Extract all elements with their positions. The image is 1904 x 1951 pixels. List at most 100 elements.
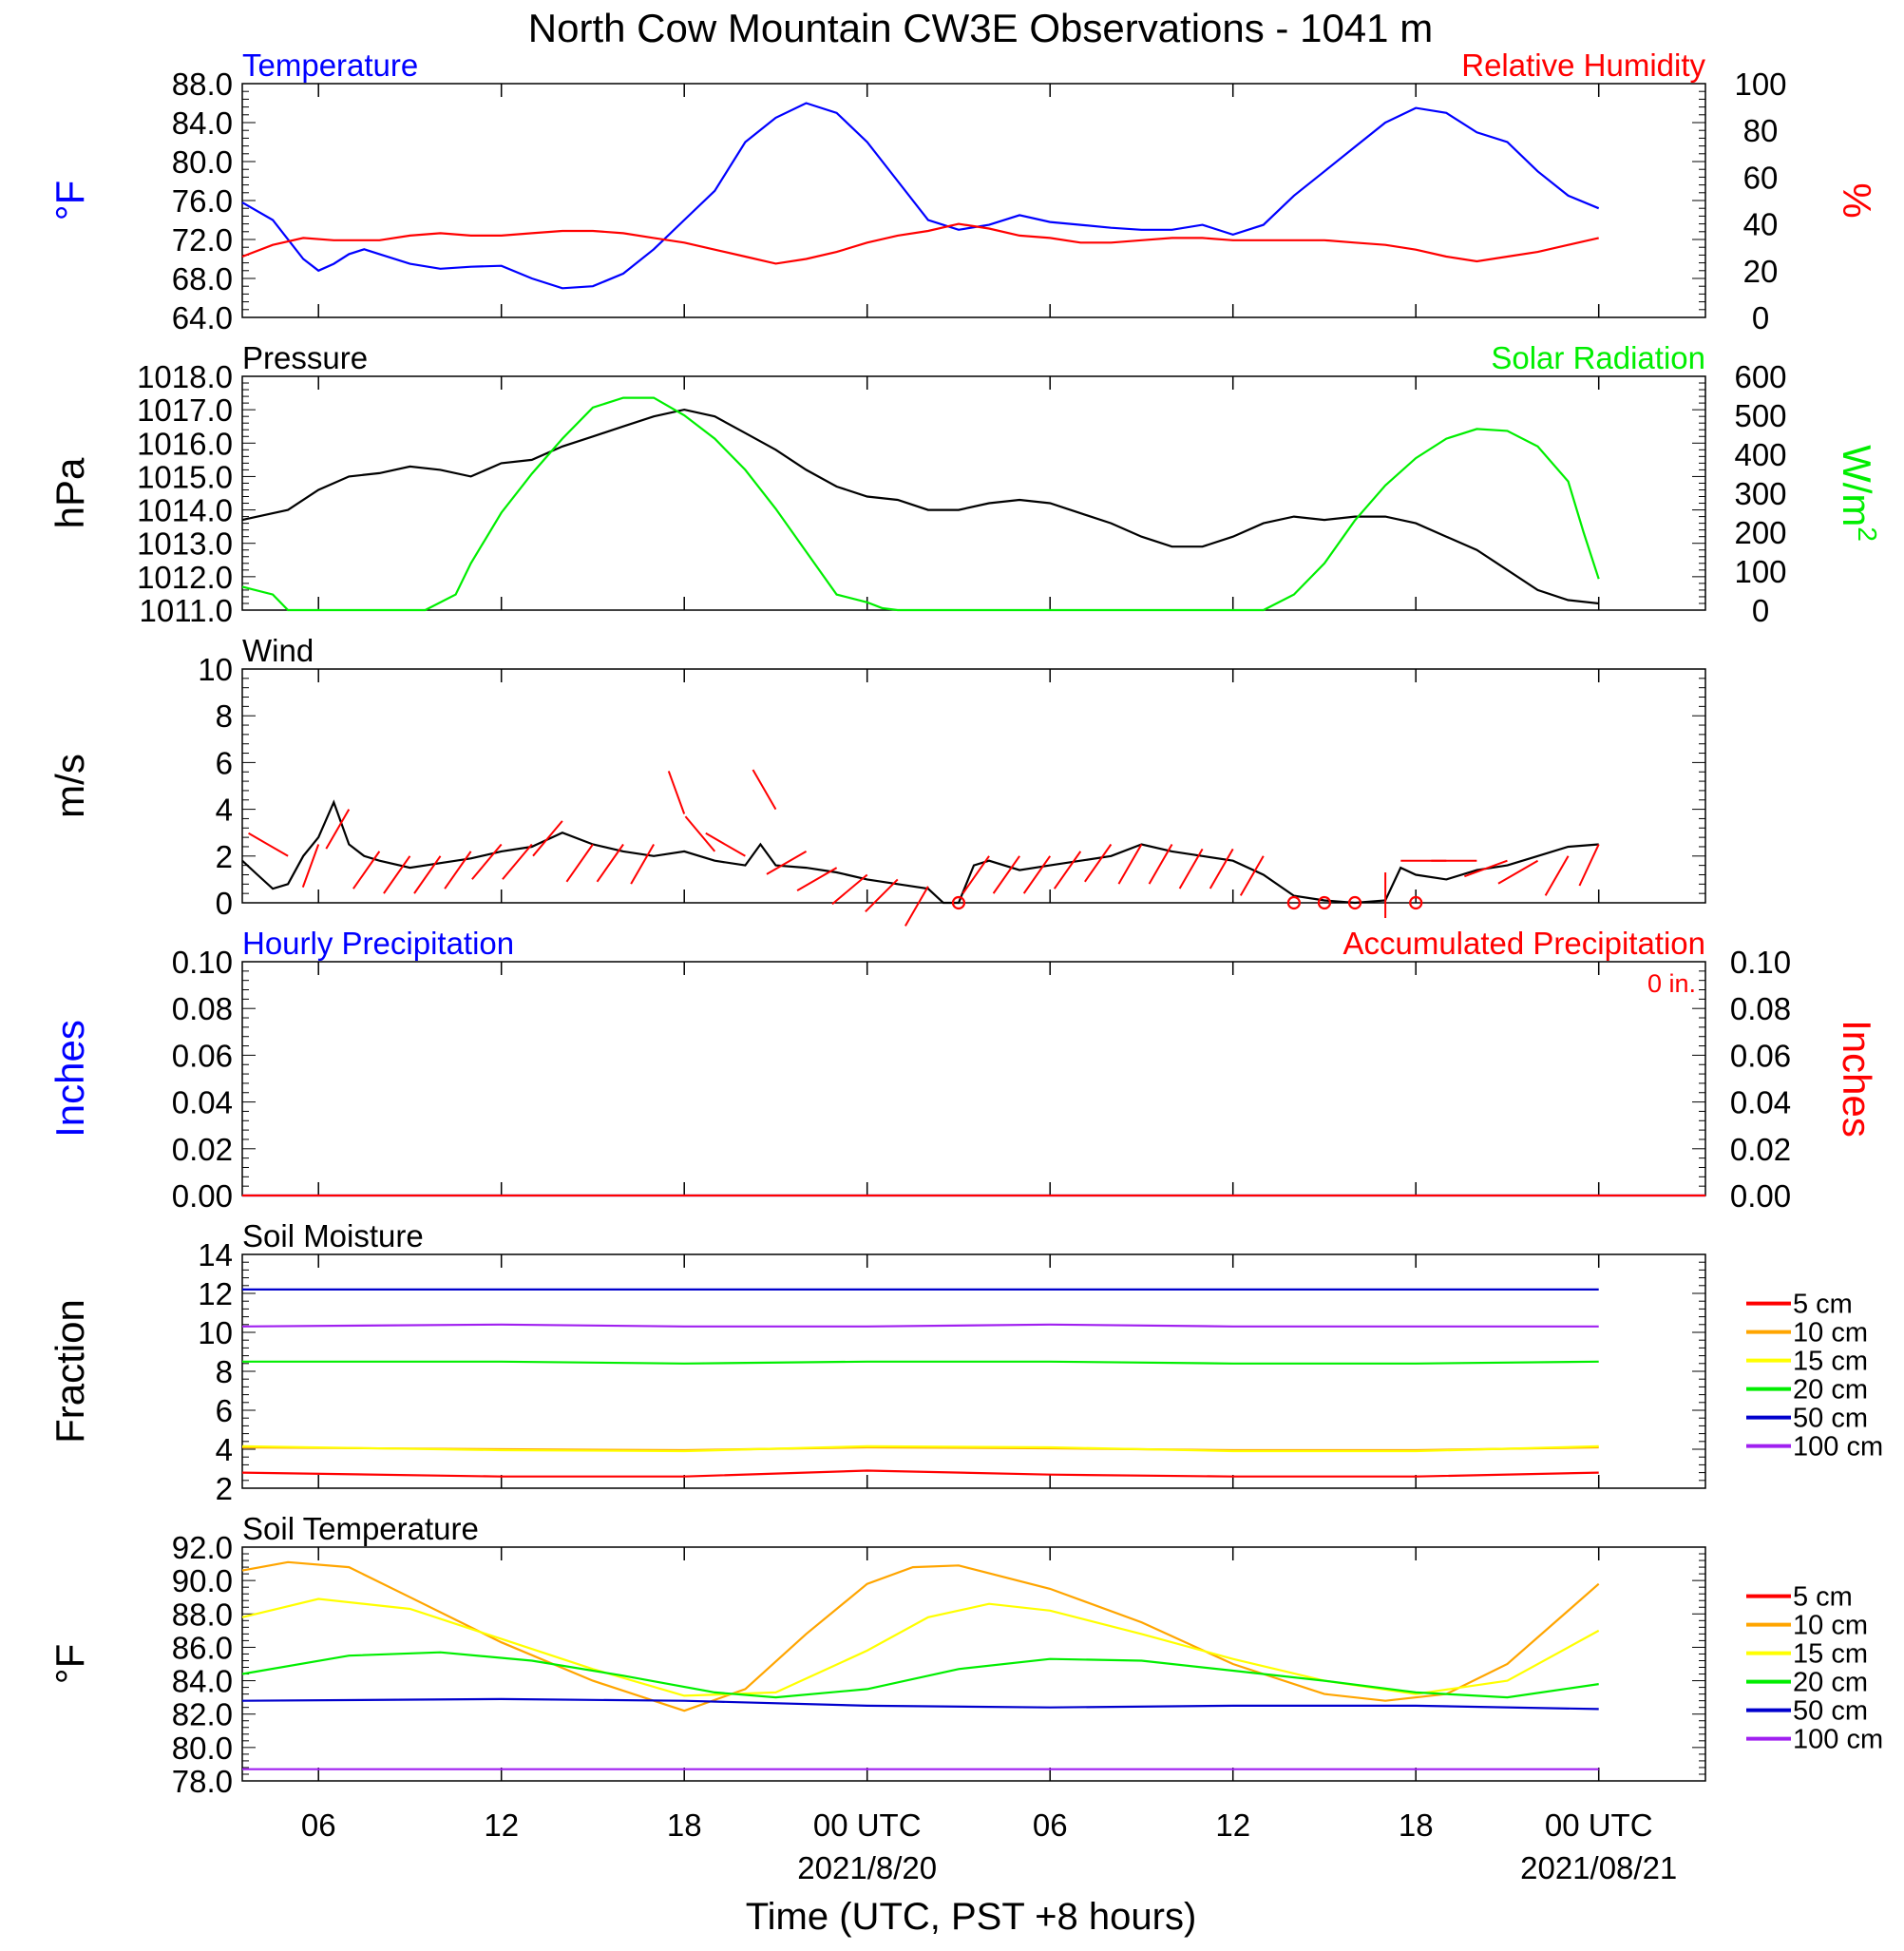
wind-barb xyxy=(1464,859,1508,878)
wind-barb xyxy=(865,878,899,913)
x-tick-label: 12 xyxy=(1215,1808,1250,1843)
y-tick-label-right: 40 xyxy=(1743,207,1779,242)
y-tick-label-left: 92.0 xyxy=(172,1530,233,1565)
y-tick-label-right: 80 xyxy=(1743,113,1779,148)
y-tick-label-left: 1012.0 xyxy=(137,560,233,595)
x-tick-label: 06 xyxy=(1033,1808,1068,1843)
series-line-20-cm xyxy=(241,1651,1599,1699)
wind-calm-marker xyxy=(1347,895,1362,910)
series-line-10-cm xyxy=(241,1560,1600,1712)
y-tick-label-left: 2 xyxy=(216,1471,233,1506)
legend-label: 20 cm xyxy=(1793,1668,1868,1698)
y-tick-label-right: 20 xyxy=(1743,254,1779,289)
y-tick-label-right: 60 xyxy=(1743,160,1779,195)
y-axis-label-superscript: 2 xyxy=(1853,526,1882,542)
chart-title: North Cow Mountain CW3E Observations - 1… xyxy=(528,6,1433,50)
wind-calm-marker xyxy=(951,895,966,910)
y-tick-label-left: 1015.0 xyxy=(137,459,233,494)
wind-barb xyxy=(502,843,533,880)
wind-barb xyxy=(1117,843,1143,885)
wind-barb xyxy=(1578,844,1600,887)
wind-barb xyxy=(1053,851,1082,889)
y-tick-label-left: 8 xyxy=(216,1354,233,1389)
y-tick-label-right: 100 xyxy=(1734,554,1786,589)
x-axis-title: Time (UTC, PST +8 hours) xyxy=(746,1896,1197,1938)
plot-frame xyxy=(241,83,1706,318)
plot-frame xyxy=(241,375,1706,611)
series-line-15-cm xyxy=(241,1597,1600,1697)
plot-frame xyxy=(241,1546,1706,1782)
y-tick-label-left: 88.0 xyxy=(172,1597,233,1632)
y-tick-label-left: 2 xyxy=(216,839,233,874)
panel-title-left: Temperature xyxy=(242,48,418,83)
panel-title-left: Soil Moisture xyxy=(242,1218,424,1253)
wind-barb xyxy=(444,851,472,889)
wind-barb xyxy=(667,771,686,814)
y-tick-label-left: 14 xyxy=(198,1237,233,1272)
panel-title-right: Solar Radiation xyxy=(1491,340,1705,375)
panel-pressure-solar: 1018.01017.01016.01015.01014.01013.01012… xyxy=(48,340,1882,628)
y-tick-label-left: 4 xyxy=(216,1432,233,1467)
wind-barb xyxy=(471,843,503,880)
legend-label: 5 cm xyxy=(1793,1582,1853,1613)
y-tick-label-right: 600 xyxy=(1734,359,1786,394)
wind-barb xyxy=(630,843,655,885)
y-tick-label-left: 72.0 xyxy=(172,222,233,258)
x-tick-label: 00 UTC xyxy=(1545,1808,1653,1843)
y-tick-label-right: 500 xyxy=(1734,398,1786,433)
x-tick-label: 12 xyxy=(484,1808,519,1843)
y-tick-label-left: 0.00 xyxy=(172,1178,233,1214)
y-tick-label-right: 0.00 xyxy=(1730,1178,1791,1214)
panel-title-left: Wind xyxy=(242,633,314,668)
y-tick-label-left: 80.0 xyxy=(172,1731,233,1766)
wind-barb xyxy=(796,867,838,891)
wind-barb xyxy=(831,873,868,906)
y-tick-label-left: 0.06 xyxy=(172,1038,233,1073)
y-axis-label-right: W/m2 xyxy=(1835,445,1882,542)
y-tick-label-left: 12 xyxy=(198,1276,233,1311)
wind-barb xyxy=(565,843,594,883)
y-tick-label-left: 4 xyxy=(216,793,233,828)
y-tick-label-right: 0.10 xyxy=(1730,945,1791,980)
wind-barb xyxy=(1239,855,1265,896)
wind-calm-marker xyxy=(1317,895,1332,910)
y-tick-label-right: 100 xyxy=(1734,67,1786,102)
plot-frame xyxy=(241,961,1706,1196)
series-line-20-cm xyxy=(242,1360,1599,1365)
wind-barb xyxy=(1209,848,1234,889)
x-date-label: 2021/8/20 xyxy=(797,1850,937,1885)
y-axis-label-left: °F xyxy=(48,1644,92,1684)
y-tick-label-left: 8 xyxy=(216,698,233,734)
y-tick-label-left: 1016.0 xyxy=(137,426,233,461)
wind-barb xyxy=(1084,843,1113,883)
y-tick-label-left: 1011.0 xyxy=(140,593,233,628)
time-axis: 06 12 18 00 UTC 2021/8/20 06 12 18 00 UTC 2021/08… xyxy=(301,1808,1677,1885)
panel-title-right: Relative Humidity xyxy=(1461,48,1705,83)
panel-title-right: Accumulated Precipitation xyxy=(1342,926,1705,961)
wind-barb xyxy=(1022,855,1052,894)
y-tick-label-left: 86.0 xyxy=(172,1630,233,1665)
legend-label: 50 cm xyxy=(1793,1696,1868,1727)
y-tick-label-left: 64.0 xyxy=(172,300,233,335)
y-tick-label-left: 76.0 xyxy=(172,183,233,219)
series-line-100-cm xyxy=(241,1323,1599,1328)
y-tick-label-left: 0.02 xyxy=(172,1132,233,1167)
panel-wind: 10 8 6 4 2 0 Wind m/s xyxy=(48,633,1706,927)
series-line-relative-humidity xyxy=(241,222,1599,265)
x-tick-label: 18 xyxy=(667,1808,702,1843)
y-tick-label-left: 1014.0 xyxy=(137,493,233,528)
wind-barb xyxy=(325,809,351,850)
series-line-solar-radiation xyxy=(241,396,1600,612)
wind-barb xyxy=(1544,855,1570,896)
y-tick-label-right: 0.02 xyxy=(1730,1132,1791,1167)
wind-barb xyxy=(752,769,777,811)
y-tick-label-left: 10 xyxy=(198,1315,233,1350)
y-tick-label-left: 1013.0 xyxy=(137,526,233,562)
legend-label: 10 cm xyxy=(1793,1611,1868,1641)
x-tick-label: 00 UTC xyxy=(813,1808,922,1843)
legend-label: 15 cm xyxy=(1793,1639,1868,1670)
y-tick-label-right: 0.08 xyxy=(1730,991,1791,1026)
x-date-label: 2021/08/21 xyxy=(1520,1850,1677,1885)
y-tick-label-left: 0.08 xyxy=(172,991,233,1026)
y-tick-label-left: 1017.0 xyxy=(137,392,233,428)
